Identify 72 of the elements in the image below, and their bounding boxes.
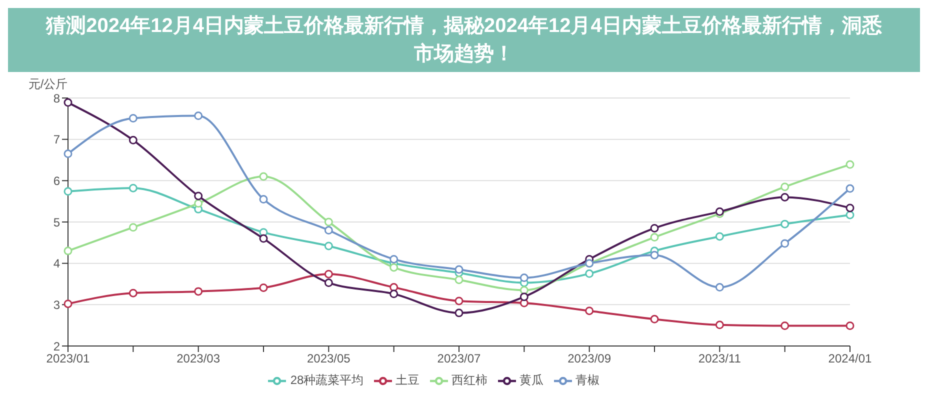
point (324, 242, 333, 250)
point (454, 308, 464, 318)
y-tick-label: 5 (53, 215, 60, 230)
point (780, 220, 790, 228)
point (128, 184, 138, 192)
point (390, 263, 398, 272)
point (64, 150, 72, 158)
point (520, 274, 528, 282)
point (64, 246, 72, 256)
y-tick-label: 2 (53, 339, 60, 354)
point (390, 290, 398, 298)
point (846, 204, 854, 212)
legend-label: 青椒 (576, 373, 600, 388)
point (259, 283, 268, 292)
legend-label: 西红柿 (452, 373, 488, 388)
point (650, 233, 659, 242)
point (454, 265, 464, 274)
point (780, 192, 790, 202)
point (846, 160, 854, 169)
y-tick-label: 4 (53, 256, 60, 271)
point (324, 226, 333, 235)
point (194, 287, 203, 296)
point (585, 269, 594, 278)
point (715, 283, 724, 292)
point (780, 321, 790, 330)
y-tick-label: 8 (53, 91, 60, 106)
legend-label: 黄瓜 (520, 373, 544, 388)
point (454, 276, 464, 284)
point (650, 314, 659, 324)
point (259, 234, 268, 243)
point (585, 306, 594, 316)
x-tick-label: 2023/09 (568, 352, 612, 366)
legend-label: 28种蔬菜平均 (290, 373, 364, 388)
point (259, 195, 268, 204)
point (128, 114, 138, 123)
x-tick-label: 2023/03 (176, 352, 220, 366)
point (650, 224, 659, 232)
point (780, 182, 790, 192)
point (780, 239, 790, 248)
point (846, 321, 854, 330)
x-tick-label: 2023/01 (46, 352, 90, 366)
point (128, 288, 138, 298)
y-axis-title: 元/公斤 (28, 77, 68, 91)
point (390, 254, 398, 264)
y-tick-label: 3 (53, 298, 60, 312)
point (194, 199, 203, 208)
point (259, 172, 268, 181)
point (520, 286, 528, 294)
point (846, 210, 854, 220)
point (194, 112, 203, 120)
point (194, 192, 203, 200)
point (454, 296, 464, 306)
point (324, 218, 333, 226)
point (128, 136, 138, 144)
point (128, 223, 138, 232)
y-tick-label: 6 (53, 174, 60, 188)
x-tick-label: 2023/11 (698, 352, 742, 366)
point (650, 250, 659, 260)
point (715, 320, 724, 330)
point (64, 300, 72, 308)
x-tick-label: 2024/01 (828, 352, 872, 366)
legend-label: 土豆 (396, 373, 420, 388)
x-tick-label: 2023/05 (306, 352, 351, 366)
point (324, 278, 333, 288)
point (324, 270, 333, 278)
point (715, 232, 724, 241)
chart-title: 猜测2024年12月4日内蒙土豆价格最新行情，揭秘2024年12月4日内蒙土豆价格最新行情，洞悉市场趋势！ (44, 14, 883, 67)
point (846, 184, 854, 193)
point (64, 187, 72, 196)
x-tick-label: 2023/07 (437, 352, 482, 366)
y-tick-label: 7 (53, 132, 60, 147)
point (520, 292, 528, 302)
